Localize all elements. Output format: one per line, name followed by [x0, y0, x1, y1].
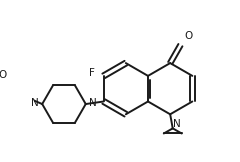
Text: N: N [31, 98, 39, 108]
Text: O: O [0, 70, 6, 80]
Text: N: N [173, 119, 180, 129]
Text: O: O [184, 31, 192, 41]
Text: N: N [89, 98, 96, 108]
Text: F: F [89, 68, 95, 78]
